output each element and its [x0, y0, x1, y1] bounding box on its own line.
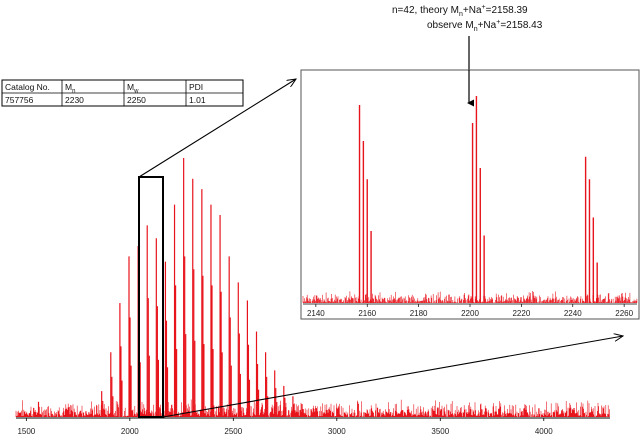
table-header-pdi: PDI — [189, 82, 203, 92]
table-header-pdi-text: PDI — [189, 82, 203, 92]
annotation-observe-prefix: observe M — [427, 20, 474, 31]
table-header-mn: Mn — [65, 82, 75, 95]
annotation-theory-prefix: n=42, theory M — [392, 5, 459, 16]
table-cell-mn: 2230 — [65, 95, 84, 105]
main-x-tick-label: 3000 — [328, 427, 346, 436]
table-cell-pdi: 1.01 — [189, 95, 206, 105]
annotation-observe-sub: n — [474, 26, 478, 33]
info-table: Catalog No. Mn Mw PDI 757756 2230 2250 1… — [1, 79, 244, 107]
inset-noise-trace — [302, 291, 638, 303]
table-header-catalog: Catalog No. — [5, 82, 50, 92]
zoom-connector-top — [138, 79, 296, 178]
table-header-mw: Mw — [127, 82, 139, 95]
inset-x-tick-label: 2220 — [512, 309, 530, 318]
table-header-mw-sub: w — [133, 89, 139, 95]
annotation-theory-suffix: =2158.39 — [486, 5, 528, 16]
main-x-tick-label: 4000 — [535, 427, 553, 436]
inset-x-tick-label: 2240 — [564, 309, 582, 318]
table-cell-catalog: 757756 — [5, 95, 34, 105]
table-header-mw-base: M — [127, 82, 134, 92]
inset-x-tick-label: 2200 — [461, 309, 479, 318]
annotation-theory-sub: n — [459, 11, 463, 18]
main-x-ticks: 1500 2000 2500 3000 3500 4000 — [17, 418, 553, 436]
annotation-observe: observe Mn+Na+=2158.43 — [427, 19, 543, 33]
inset-x-tick-label: 2260 — [615, 309, 633, 318]
table-header-mn-sub: n — [72, 89, 75, 95]
inset-x-tick-label: 2160 — [358, 309, 376, 318]
table-cell-mw: 2250 — [127, 95, 146, 105]
annotation-theory-sup: + — [482, 4, 486, 11]
table-header-mn-base: M — [65, 82, 72, 92]
main-x-tick-label: 2000 — [121, 427, 139, 436]
inset-noise — [302, 291, 638, 303]
annotation-theory: n=42, theory Mn+Na+=2158.39 — [392, 4, 528, 18]
zoom-connector-bottom — [162, 336, 623, 418]
table-header-catalog-text: Catalog No. — [5, 82, 50, 92]
main-peaks — [101, 158, 314, 417]
zoom-selection-box — [138, 176, 164, 418]
inset-frame — [300, 69, 640, 320]
annotation-observe-sup: + — [496, 19, 500, 26]
annotation-observe-mid: +Na — [478, 20, 497, 31]
inset-x-ticks: 2140 2160 2180 2200 2220 2240 2260 — [307, 304, 634, 318]
inset-x-tick-label: 2180 — [410, 309, 428, 318]
main-x-tick-label: 2500 — [224, 427, 242, 436]
annotation-theory-mid: +Na — [463, 5, 482, 16]
inset-x-tick-label: 2140 — [307, 309, 325, 318]
inset-peaks — [358, 96, 598, 303]
inset-spectrum: 2140 2160 2180 2200 2220 2240 2260 — [300, 69, 640, 320]
annotation-observe-suffix: =2158.43 — [500, 20, 542, 31]
main-x-tick-label: 1500 — [17, 427, 35, 436]
main-x-tick-label: 3500 — [431, 427, 449, 436]
